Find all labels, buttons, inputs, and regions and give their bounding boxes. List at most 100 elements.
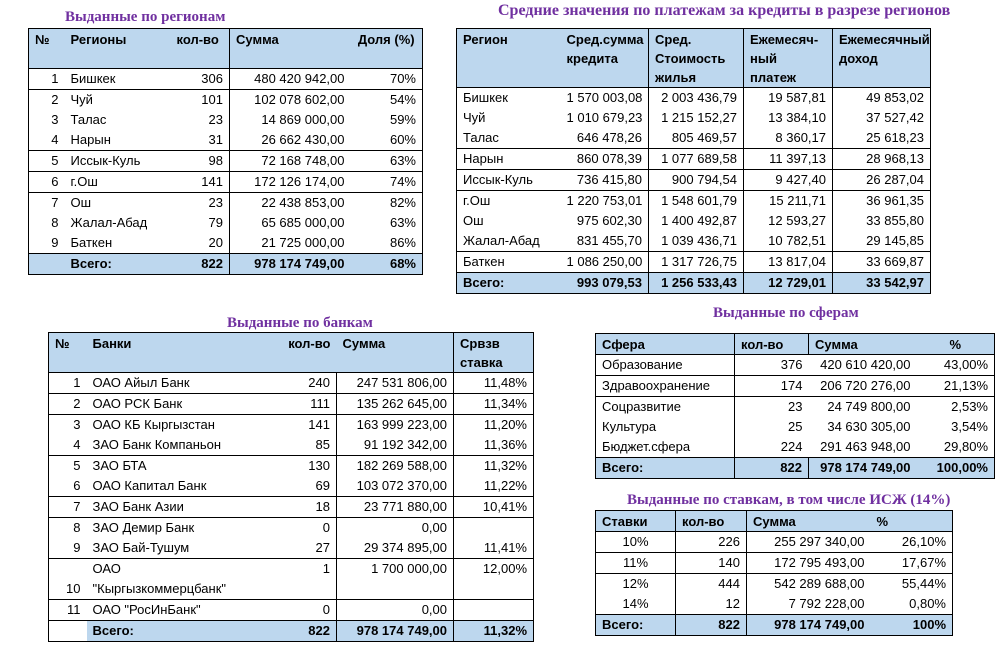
averages-cell: 25 618,23 <box>832 128 931 149</box>
regions-header-row: № Регионы кол-во Сумма Доля (%) <box>28 28 423 69</box>
regions-row: 8 Жалал-Абад 79 65 685 000,00 63% <box>29 213 423 233</box>
spheres-total-row: Всего: 822 978 174 749,00 100,00% <box>595 457 995 479</box>
regions-cell: 4 <box>28 130 65 151</box>
spheres-cell: 291 463 948,00 <box>820 439 911 454</box>
regions-row: 5 Иссык-Куль 98 72 168 748,00 63% <box>28 150 423 172</box>
spheres-column-header: % <box>916 333 995 355</box>
spheres-cell: 174 <box>734 375 809 397</box>
averages-cell: 49 853,02 <box>832 87 931 108</box>
banks-cell: 29 374 895,00 <box>336 538 454 559</box>
rates-row: 10% 226 255 297 340,00 26,10% <box>595 531 953 553</box>
rates-column-header: Ставки <box>595 510 676 532</box>
banks-cell: 0 <box>322 520 330 535</box>
spheres-total-cell: 822 <box>734 457 809 479</box>
banks-cell: 111 <box>260 393 337 415</box>
averages-table: Регион Сред.сумма кредита Сред. Стоимость … <box>456 28 931 294</box>
averages-cell: 1 010 679,23 <box>566 110 643 125</box>
regions-table: № Регионы кол-во Сумма Доля (%) 1 Бишкек 306 480… <box>28 28 423 275</box>
averages-cell: Талас <box>456 128 561 149</box>
banks-row: 3 ОАО КБ Кыргызстан 141 163 999 223,00 11,20… <box>49 414 534 435</box>
regions-cell: Ош <box>70 195 92 210</box>
regions-cell: 22 438 853,00 <box>229 192 351 213</box>
averages-cell: 12 593,27 <box>743 211 833 231</box>
averages-cell: 1 317 726,75 <box>648 251 744 273</box>
averages-cell: 26 287,04 <box>832 169 931 191</box>
spheres-column-header: кол-во <box>734 333 809 355</box>
averages-column-header: Ежемесячный доход <box>832 28 931 88</box>
banks-cell: 1 <box>260 558 337 600</box>
banks-cell: 9 <box>48 538 87 559</box>
averages-total-cell: 1 256 533,43 <box>648 272 744 294</box>
rates-header-row: Ставки кол-во Сумма% <box>595 510 953 532</box>
rates-total-row: Всего: 822 978 174 749,00 100% <box>595 614 953 636</box>
averages-cell: 9 427,40 <box>743 169 833 191</box>
averages-column-header: Регион <box>456 28 561 88</box>
regions-cell: 98 <box>170 150 230 172</box>
regions-total-cell <box>28 253 65 275</box>
banks-column-header: Банки <box>86 332 261 373</box>
regions-total-row: Всего: 822 978 174 749,00 68% <box>28 253 423 275</box>
averages-cell: 29 145,85 <box>832 231 931 252</box>
averages-column-header: Сред.сумма кредита <box>560 28 649 88</box>
regions-cell: 54% <box>389 92 416 107</box>
regions-cell: 79 <box>208 215 223 230</box>
banks-cell: 0,00 <box>336 599 454 621</box>
banks-table: № Банки кол-во Сумма Срвзв ставка 1 ОАО Айыл Б… <box>48 332 534 642</box>
rates-cell: 11% <box>595 552 676 574</box>
banks-cell: 11,48% <box>453 372 534 394</box>
averages-cell: 8 360,17 <box>743 128 833 149</box>
regions-cell: 5 <box>28 150 65 172</box>
regions-cell: 59% <box>389 112 416 127</box>
regions-row: 3 Талас 23 14 869 000,00 59% <box>29 110 423 130</box>
averages-cell: 1 548 601,79 <box>648 190 744 211</box>
spheres-cell: 420 610 420,00 <box>808 354 917 376</box>
regions-total-cell: 822 <box>170 253 230 275</box>
averages-row: Талас 646 478,26 805 469,57 8 360,17 25 618,… <box>456 128 931 149</box>
rates-column-header: кол-во <box>675 510 747 532</box>
rates-cell: 172 795 493,00 <box>746 552 871 574</box>
rates-cell: 12 <box>675 594 747 615</box>
averages-row: Чуй 1 010 679,23 1 215 152,27 13 384,10 37 5… <box>457 108 931 128</box>
spheres-total-cell: Всего: <box>595 457 735 479</box>
regions-cell: 60% <box>350 130 423 151</box>
averages-total-cell: 993 079,53 <box>560 272 649 294</box>
banks-column-header: Сумма <box>336 332 454 373</box>
banks-header-row: № Банки кол-во Сумма Срвзв ставка <box>48 332 534 373</box>
banks-cell: 3 <box>73 417 81 432</box>
banks-row: 10 ОАО "Кыргызкоммерцбанк" 1 1 700 000,00 12… <box>48 558 534 600</box>
banks-cell: 6 <box>48 476 87 497</box>
regions-cell: 26 662 430,00 <box>229 130 351 151</box>
averages-column-header: Сред. Стоимость жилья <box>648 28 744 88</box>
averages-title: Средние значения по платежам за кредиты … <box>498 2 951 19</box>
regions-cell: 65 685 000,00 <box>229 213 351 233</box>
regions-cell: 2 <box>51 92 59 107</box>
banks-column-header: Срвзв ставка <box>453 332 534 373</box>
spheres-cell: 21,13% <box>916 375 995 397</box>
regions-cell: 306 <box>170 68 230 90</box>
banks-cell: 10 <box>48 558 87 600</box>
banks-cell: 85 <box>260 435 337 456</box>
banks-cell: 247 531 806,00 <box>336 372 454 394</box>
regions-column-header: Регионы <box>64 28 171 69</box>
regions-cell: 3 <box>51 112 59 127</box>
banks-row: 9 ЗАО Бай-Тушум 27 29 374 895,00 11,41% <box>48 538 534 559</box>
rates-total-cell: 822 <box>675 614 747 636</box>
regions-cell: 20 <box>208 235 223 250</box>
regions-cell: Баткен <box>70 235 113 250</box>
spheres-cell: 206 720 276,00 <box>808 375 917 397</box>
spheres-column-header: Сфера <box>595 333 735 355</box>
spheres-cell: 2,53% <box>951 399 988 414</box>
averages-cell: 36 961,35 <box>832 190 931 211</box>
banks-cell: 0,00 <box>336 517 454 538</box>
regions-column-header: № <box>28 28 65 69</box>
spheres-row: Бюджет.сфера 224 291 463 948,00 29,80% <box>596 437 995 458</box>
spheres-cell: Здравоохранение <box>595 375 735 397</box>
banks-cell: 11,32% <box>453 455 534 476</box>
banks-cell: ОАО Капитал Банк <box>86 476 261 497</box>
rates-cell: 444 <box>675 573 747 594</box>
regions-cell: 31 <box>170 130 230 151</box>
banks-cell: ЗАО Банк Компаньон <box>86 435 261 456</box>
banks-cell: 5 <box>73 458 81 473</box>
rates-total-cell: Всего: <box>595 614 676 636</box>
regions-cell: 63% <box>350 150 423 172</box>
